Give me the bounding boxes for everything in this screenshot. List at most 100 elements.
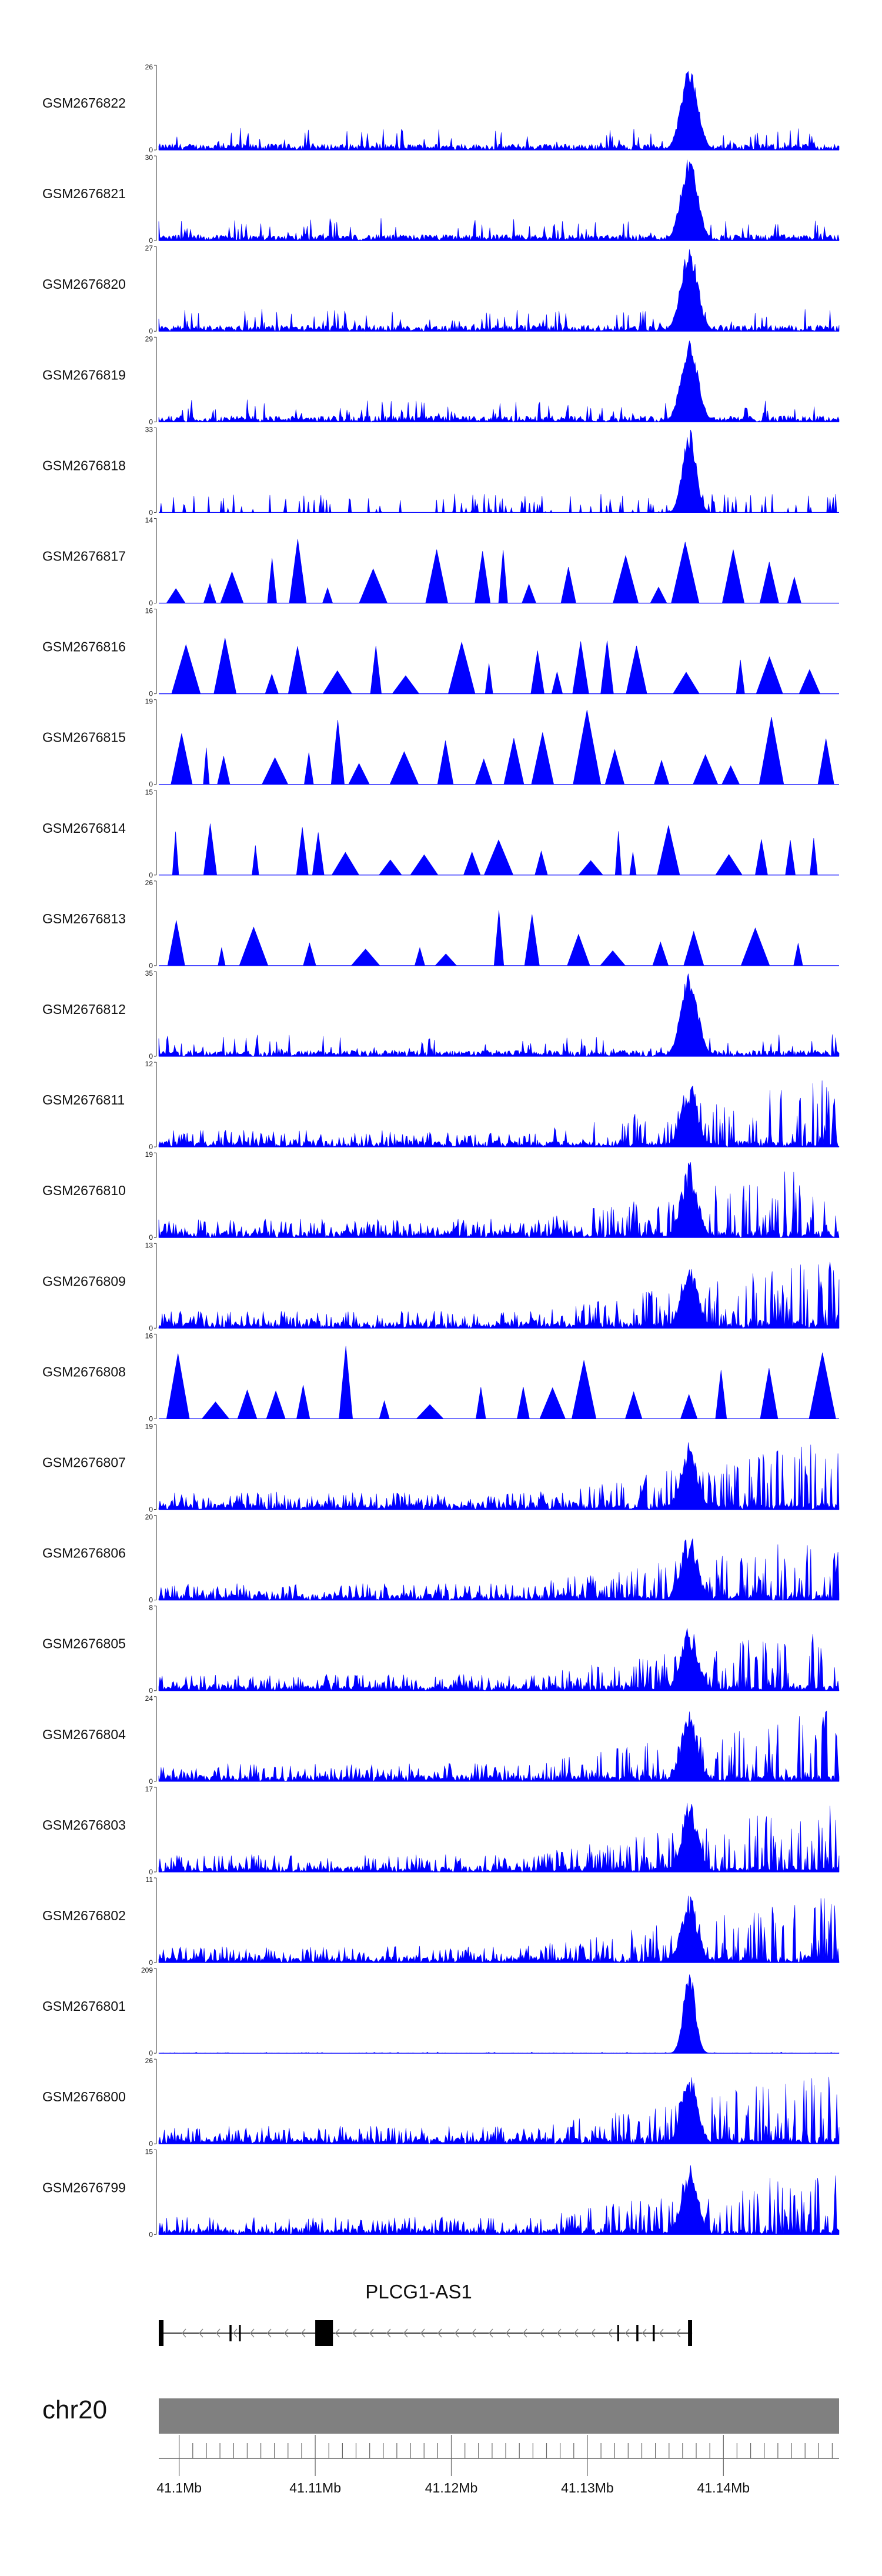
- y-zero-label: 0: [149, 780, 153, 789]
- x-tick-label: 41.13Mb: [561, 2480, 614, 2495]
- y-zero-label: 0: [149, 2230, 153, 2238]
- signal-area: [159, 1346, 839, 1419]
- y-zero-label: 0: [149, 2049, 153, 2057]
- y-zero-label: 0: [149, 871, 153, 879]
- strand-arrow: [335, 2328, 340, 2338]
- y-max-label: 26: [145, 2057, 153, 2065]
- strand-arrow: [420, 2328, 425, 2338]
- track-label: GSM2676805: [42, 1636, 126, 1651]
- track-label: GSM2676800: [42, 2089, 126, 2104]
- track-GSM2676809: GSM2676809 13 0: [42, 1241, 840, 1332]
- track-GSM2676813: GSM2676813 26 0: [42, 879, 839, 970]
- y-max-label: 24: [145, 1694, 153, 1703]
- track-GSM2676811: GSM2676811 12 0: [42, 1060, 840, 1151]
- gene-exon: [239, 2325, 241, 2341]
- y-zero-label: 0: [149, 508, 153, 516]
- y-max-label: 26: [145, 63, 153, 71]
- track-GSM2676800: GSM2676800 26 0: [42, 2057, 840, 2148]
- y-max-label: 16: [145, 607, 153, 615]
- signal-area: [158, 2077, 840, 2145]
- y-zero-label: 0: [149, 1958, 153, 1967]
- gene-exon: [688, 2320, 692, 2346]
- track-GSM2676816: GSM2676816 16 0: [42, 607, 839, 698]
- y-max-label: 15: [145, 2147, 153, 2155]
- track-label: GSM2676814: [42, 820, 126, 836]
- signal-area: [158, 1442, 840, 1510]
- track-label: GSM2676815: [42, 730, 126, 745]
- track-label: GSM2676808: [42, 1364, 126, 1379]
- track-label: GSM2676813: [42, 911, 126, 926]
- track-GSM2676802: GSM2676802 11 0: [42, 1876, 840, 1967]
- signal-area: [158, 1710, 840, 1782]
- signal-area: [158, 1974, 840, 2054]
- strand-arrow: [642, 2328, 647, 2338]
- strand-arrow: [472, 2328, 476, 2338]
- y-max-label: 30: [145, 154, 153, 162]
- track-label: GSM2676807: [42, 1455, 126, 1470]
- y-zero-label: 0: [149, 327, 153, 335]
- y-max-label: 20: [145, 1513, 153, 1521]
- signal-area: [159, 910, 839, 966]
- y-max-label: 14: [145, 516, 153, 525]
- y-max-label: 16: [145, 1332, 153, 1340]
- signal-area: [159, 429, 839, 513]
- gene-exon: [636, 2325, 639, 2341]
- track-label: GSM2676821: [42, 186, 126, 201]
- track-GSM2676805: GSM2676805 8 0: [42, 1604, 840, 1695]
- strand-arrow: [437, 2328, 442, 2338]
- signal-area: [158, 1628, 840, 1691]
- strand-arrow: [403, 2328, 408, 2338]
- y-zero-label: 0: [149, 1596, 153, 1604]
- genomic-axis: 41.1Mb 41.11Mb 41.12Mb 41.13Mb 41.14Mb: [156, 2435, 839, 2495]
- y-zero-label: 0: [149, 1777, 153, 1786]
- x-tick-label: 41.11Mb: [289, 2480, 341, 2495]
- y-max-label: 33: [145, 425, 153, 433]
- y-max-label: 17: [145, 1785, 153, 1793]
- track-GSM2676806: GSM2676806 20 0: [42, 1513, 840, 1604]
- gene-exon: [653, 2325, 655, 2341]
- gene-track: PLCG1-AS1: [159, 2281, 693, 2346]
- y-zero-label: 0: [149, 236, 153, 245]
- track-label: GSM2676816: [42, 639, 126, 655]
- strand-arrow: [386, 2328, 391, 2338]
- track-label: GSM2676817: [42, 549, 126, 564]
- y-zero-label: 0: [149, 690, 153, 698]
- strand-arrow: [182, 2328, 186, 2338]
- y-zero-label: 0: [149, 1414, 153, 1423]
- track-label: GSM2676802: [42, 1908, 126, 1923]
- track-GSM2676817: GSM2676817 14 0: [42, 516, 839, 608]
- strand-arrow: [659, 2328, 664, 2338]
- x-tick-label: 41.1Mb: [156, 2480, 202, 2495]
- track-GSM2676820: GSM2676820 27 0: [42, 244, 840, 335]
- track-GSM2676801: GSM2676801 209 0: [42, 1966, 840, 2057]
- strand-arrow: [301, 2328, 306, 2338]
- y-max-label: 13: [145, 1241, 153, 1249]
- track-label: GSM2676799: [42, 2180, 126, 2195]
- signal-area: [159, 710, 839, 785]
- y-zero-label: 0: [149, 1506, 153, 1514]
- chromosome-label: chr20: [42, 2395, 107, 2424]
- track-GSM2676818: GSM2676818 33 0: [42, 425, 839, 516]
- y-max-label: 12: [145, 1060, 153, 1068]
- track-label: GSM2676812: [42, 1002, 126, 1017]
- track-label: GSM2676822: [42, 95, 126, 111]
- signal-area: [158, 159, 840, 241]
- strand-arrow: [489, 2328, 493, 2338]
- signal-area: [158, 1538, 840, 1601]
- track-GSM2676822: GSM2676822 26 0: [42, 63, 840, 154]
- y-zero-label: 0: [149, 599, 153, 608]
- gene-exon: [159, 2320, 164, 2346]
- track-label: GSM2676804: [42, 1727, 126, 1742]
- x-tick-label: 41.14Mb: [697, 2480, 750, 2495]
- track-label: GSM2676806: [42, 1546, 126, 1561]
- y-max-label: 26: [145, 879, 153, 887]
- track-label: GSM2676810: [42, 1183, 126, 1198]
- strand-arrow: [199, 2328, 203, 2338]
- strand-arrow: [625, 2328, 630, 2338]
- gene-exon: [315, 2320, 333, 2346]
- track-GSM2676821: GSM2676821 30 0: [42, 154, 840, 245]
- gene-name: PLCG1-AS1: [365, 2281, 472, 2303]
- signal-area: [158, 1262, 840, 1329]
- signal-area: [159, 823, 839, 876]
